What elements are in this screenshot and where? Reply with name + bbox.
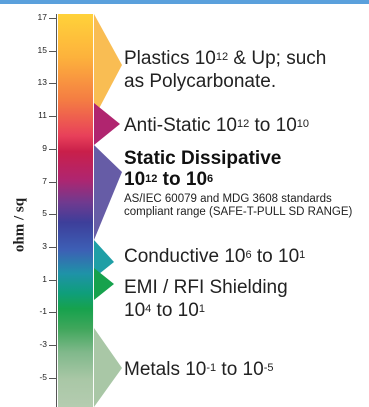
y-tick-mark	[49, 377, 57, 379]
metals-label: Metals 10-1 to 10-5	[124, 359, 274, 380]
y-tick-label: -3	[39, 339, 47, 349]
antistatic-label: Anti-Static 1012 to 1010	[124, 115, 310, 136]
y-tick-mark	[49, 279, 57, 281]
y-tick-mark	[49, 148, 57, 150]
conductive-label: Conductive 106 to 101	[124, 246, 306, 267]
header-accent-line	[0, 0, 369, 4]
y-tick-mark	[49, 246, 57, 248]
y-tick-label: 13	[37, 77, 47, 88]
dissipative-note: AS/IEC 60079 and MDG 3608 standards comp…	[124, 193, 353, 218]
metals-pointer	[94, 328, 122, 407]
antistatic-pointer	[94, 103, 120, 145]
emi-label: EMI / RFI Shielding 104 to 101	[124, 277, 288, 321]
y-tick-label: 3	[42, 240, 47, 251]
plastics-pointer	[94, 14, 122, 118]
y-tick-label: 17	[37, 12, 47, 22]
dissipative-pointer	[94, 145, 122, 240]
y-tick-label: 5	[42, 208, 47, 219]
y-tick-mark	[49, 181, 57, 183]
y-tick-mark	[49, 116, 57, 118]
y-tick-mark	[49, 312, 57, 314]
y-tick-mark	[49, 50, 57, 52]
y-tick-label: -5	[39, 371, 47, 382]
y-tick-label: 9	[42, 142, 47, 153]
y-axis-line	[56, 14, 57, 407]
y-tick-mark	[49, 214, 57, 216]
y-tick-label: 1	[42, 273, 47, 284]
y-tick-mark	[49, 18, 57, 19]
y-tick-label: 7	[42, 175, 47, 186]
y-tick-label: -1	[39, 306, 47, 317]
resistance-gradient-bar	[58, 14, 94, 407]
plastics-label: Plastics 1012 & Up; such as Polycarbonat…	[124, 48, 327, 92]
y-tick-label: 11	[38, 110, 47, 121]
y-tick-label: 15	[37, 44, 47, 55]
conductive-pointer	[94, 240, 114, 278]
emi-pointer	[94, 268, 114, 300]
y-tick-mark	[49, 345, 57, 346]
dissipative-title: Static Dissipative 1012 to 106	[124, 148, 282, 190]
y-tick-mark	[49, 83, 57, 85]
